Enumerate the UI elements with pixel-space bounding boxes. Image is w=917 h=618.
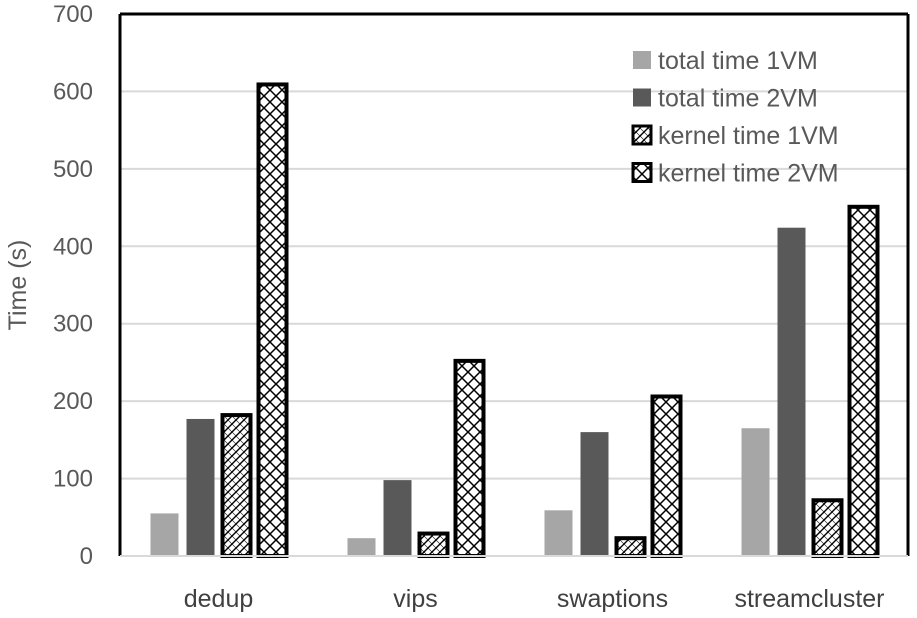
legend-swatch [633, 51, 651, 69]
y-tick-label: 400 [53, 233, 93, 260]
plot-frame [118, 12, 910, 557]
y-tick-labels: 0 100 200 300 400 500 600 700 [53, 1, 93, 570]
bar-dedup-3 [256, 82, 289, 559]
bar-streamcluster-3 [847, 204, 880, 558]
bar-dedup-0 [150, 513, 179, 556]
legend-swatch [633, 88, 651, 107]
y-tick-label: 100 [53, 466, 93, 493]
bar-swaptions-3 [650, 394, 683, 558]
y-tick-label: 300 [53, 311, 93, 338]
bar-swaptions-1 [580, 432, 609, 556]
legend: total time 1VM total time 2VM kernel time … [631, 47, 839, 188]
y-tick-label: 0 [80, 543, 93, 570]
bar-swaptions-0 [544, 510, 573, 556]
x-category-label: streamcluster [734, 585, 884, 613]
bar-streamcluster-0 [741, 428, 770, 556]
y-tick-label: 200 [53, 388, 93, 415]
bar-vips-3 [453, 358, 486, 558]
x-category-label: vips [393, 585, 437, 613]
bar-swaptions-2 [614, 536, 647, 558]
legend-swatch [631, 124, 653, 146]
bar-dedup-1 [186, 418, 215, 556]
legend-label: total time 1VM [658, 47, 818, 75]
x-category-label: swaptions [557, 585, 668, 613]
bars [150, 82, 880, 559]
bar-vips-2 [417, 531, 450, 559]
y-tick-label: 500 [53, 156, 93, 183]
bar-streamcluster-2 [811, 498, 844, 559]
y-axis-label: Time (s) [4, 240, 32, 331]
y-tick-label: 700 [53, 1, 93, 28]
bar-vips-1 [383, 480, 412, 556]
y-tick-label: 600 [53, 78, 93, 105]
legend-label: kernel time 1VM [658, 122, 839, 150]
bar-streamcluster-1 [777, 227, 806, 556]
legend-label: kernel time 2VM [658, 160, 839, 188]
legend-label: total time 2VM [658, 85, 818, 113]
legend-swatch [631, 162, 653, 183]
bar-dedup-2 [220, 413, 253, 558]
bar-vips-0 [347, 538, 376, 556]
x-category-labels: dedup vips swaptions streamcluster [184, 585, 885, 613]
x-category-label: dedup [184, 585, 254, 613]
